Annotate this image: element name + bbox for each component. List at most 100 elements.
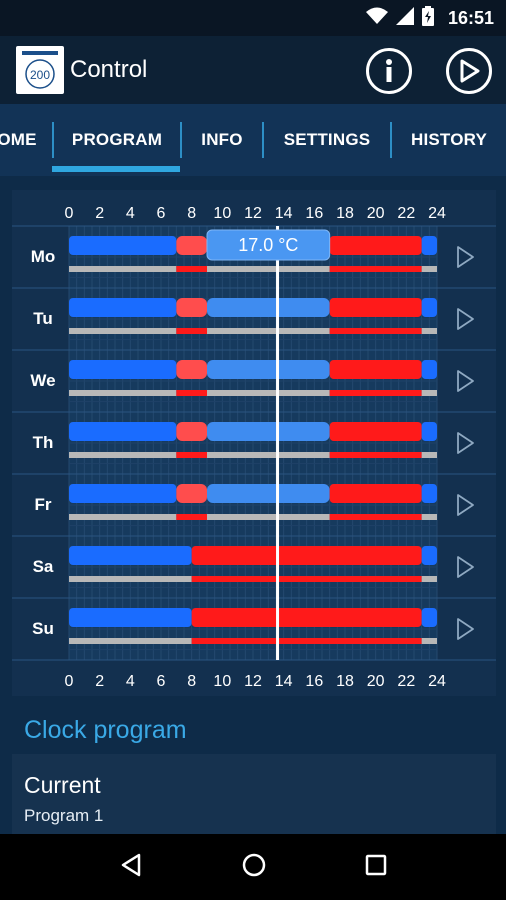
tick-label-top: 16 bbox=[305, 205, 323, 222]
tick-label-top: 6 bbox=[157, 205, 166, 222]
program-timeline-chart[interactable]: 0022446688101012121414161618182020222224… bbox=[12, 190, 496, 696]
tick-label-top: 22 bbox=[397, 205, 415, 222]
tab-info[interactable]: INFO bbox=[182, 104, 262, 176]
tick-label-top: 20 bbox=[367, 205, 385, 222]
baseline-segment bbox=[329, 390, 422, 396]
program-segment bbox=[69, 484, 177, 503]
baseline-segment bbox=[176, 514, 207, 520]
program-segment bbox=[191, 546, 422, 565]
program-segment bbox=[329, 236, 422, 255]
baseline-segment bbox=[69, 576, 192, 582]
day-label: Th bbox=[33, 433, 54, 452]
baseline-segment bbox=[207, 452, 330, 458]
tick-label-top: 14 bbox=[275, 205, 293, 222]
baseline-segment bbox=[421, 514, 437, 520]
program-segment bbox=[69, 608, 192, 627]
baseline-segment bbox=[421, 638, 437, 644]
baseline-segment bbox=[69, 514, 177, 520]
baseline-segment bbox=[176, 390, 207, 396]
program-segment bbox=[69, 546, 192, 565]
day-label: Tu bbox=[33, 309, 53, 328]
baseline-segment bbox=[207, 514, 330, 520]
tick-label-top: 4 bbox=[126, 205, 135, 222]
baseline-segment bbox=[421, 576, 437, 582]
tick-label-bottom: 2 bbox=[95, 673, 104, 690]
tab-program[interactable]: PROGRAM bbox=[54, 104, 180, 176]
program-segment bbox=[176, 422, 207, 441]
program-segment bbox=[176, 360, 207, 379]
home-icon bbox=[242, 853, 266, 876]
program-segment bbox=[176, 236, 207, 255]
back-icon bbox=[121, 853, 141, 876]
tab-divider bbox=[262, 122, 264, 158]
play-button[interactable] bbox=[446, 48, 492, 94]
day-play-icon bbox=[457, 246, 474, 268]
program-segment bbox=[207, 484, 330, 503]
day-play-icon bbox=[457, 556, 474, 578]
tick-label-bottom: 24 bbox=[428, 673, 446, 690]
tab-home[interactable]: OME bbox=[0, 104, 52, 176]
app-logo: 200 bbox=[16, 46, 64, 94]
program-segment bbox=[421, 236, 437, 255]
tab-info-label: INFO bbox=[201, 130, 243, 149]
tab-selected-indicator bbox=[52, 166, 180, 172]
tab-settings-label: SETTINGS bbox=[283, 130, 371, 149]
day-label: Mo bbox=[31, 247, 56, 266]
play-icon bbox=[460, 59, 480, 83]
program-segment bbox=[69, 298, 177, 317]
tick-label-bottom: 14 bbox=[275, 673, 293, 690]
program-segment bbox=[207, 360, 330, 379]
tick-label-bottom: 4 bbox=[126, 673, 135, 690]
program-segment bbox=[176, 298, 207, 317]
back-button[interactable] bbox=[119, 853, 143, 882]
baseline-segment bbox=[176, 266, 207, 272]
program-segment bbox=[207, 422, 330, 441]
tab-divider bbox=[52, 122, 54, 158]
tick-label-top: 8 bbox=[187, 205, 196, 222]
baseline-segment bbox=[329, 266, 422, 272]
baseline-segment bbox=[207, 266, 330, 272]
program-segment bbox=[329, 298, 422, 317]
program-segment bbox=[69, 360, 177, 379]
baseline-segment bbox=[421, 328, 437, 334]
day-play-icon bbox=[457, 432, 474, 454]
day-label: Su bbox=[32, 619, 54, 638]
program-segment bbox=[421, 422, 437, 441]
tick-label-bottom: 6 bbox=[157, 673, 166, 690]
program-segment bbox=[421, 298, 437, 317]
temperature-tooltip bbox=[206, 229, 331, 261]
info-button[interactable] bbox=[366, 48, 412, 94]
tab-history[interactable]: HISTORY bbox=[392, 104, 506, 176]
day-label: Sa bbox=[33, 557, 54, 576]
tab-bar: OME PROGRAM INFO SETTINGS HISTORY bbox=[0, 104, 506, 176]
home-button[interactable] bbox=[241, 852, 267, 883]
baseline-segment bbox=[329, 452, 422, 458]
baseline-segment bbox=[329, 328, 422, 334]
day-play-icon bbox=[457, 494, 474, 516]
battery-charging-icon bbox=[421, 5, 434, 31]
tab-home-label: OME bbox=[0, 130, 37, 149]
program-segment bbox=[329, 484, 422, 503]
current-program-card[interactable]: Current Program 1 bbox=[12, 754, 496, 834]
program-segment bbox=[329, 422, 422, 441]
status-time: 16:51 bbox=[447, 7, 494, 28]
program-segment bbox=[176, 484, 207, 503]
program-segment bbox=[69, 422, 177, 441]
program-chart-card: 0 0 2 2 4 4 6 6 8 8 10 10 12 12 14 14 16 16 18 18 20 20 22 22 24… bbox=[12, 190, 496, 696]
tab-settings[interactable]: SETTINGS bbox=[264, 104, 390, 176]
tick-label-bottom: 10 bbox=[213, 673, 231, 690]
tick-label-bottom: 12 bbox=[244, 673, 262, 690]
baseline-segment bbox=[69, 452, 177, 458]
clock-program-title: Clock program bbox=[24, 716, 187, 744]
status-bar: 16:51 bbox=[0, 0, 506, 36]
baseline-segment bbox=[207, 390, 330, 396]
day-play-icon bbox=[457, 370, 474, 392]
day-label: We bbox=[30, 371, 55, 390]
app-title: Control bbox=[70, 56, 148, 83]
day-label: Fr bbox=[35, 495, 52, 514]
baseline-segment bbox=[69, 266, 177, 272]
program-segment bbox=[207, 298, 330, 317]
program-segment bbox=[421, 608, 437, 627]
app-actions bbox=[366, 48, 492, 94]
recents-button[interactable] bbox=[365, 854, 387, 881]
